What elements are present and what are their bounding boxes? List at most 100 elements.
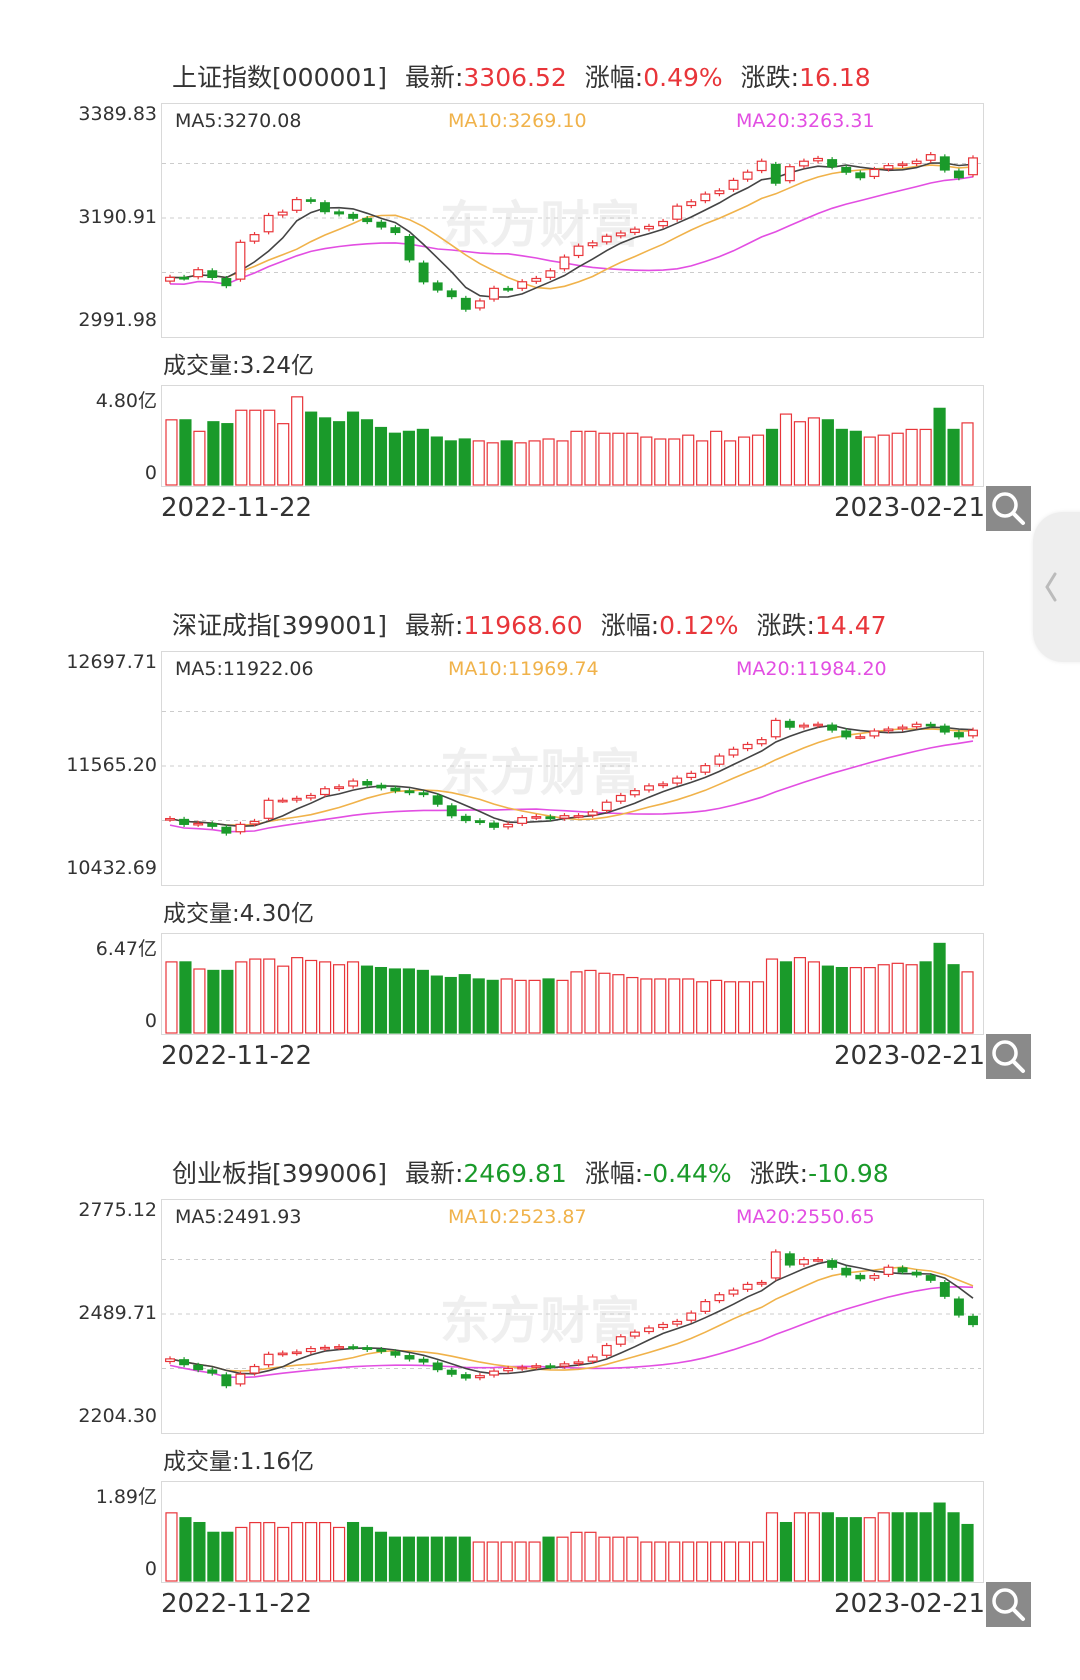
side-expand-tab[interactable] (1033, 512, 1080, 662)
pct-label: 涨幅: (584, 63, 644, 92)
volume-bar (430, 436, 443, 486)
candle (855, 1272, 866, 1282)
candle (587, 809, 598, 818)
search-icon (992, 1588, 1025, 1621)
pct-value: 0.49% (643, 63, 723, 92)
candle (559, 254, 570, 272)
candle (911, 721, 922, 730)
y-axis-tick-label: 2991.98 (78, 309, 157, 331)
candle (432, 1360, 443, 1373)
candle (742, 741, 753, 752)
index-name: 创业板指[399006] (172, 1159, 387, 1188)
volume-bar (416, 1536, 429, 1582)
candlestick-svg (162, 152, 981, 312)
candle (193, 267, 204, 280)
candle (207, 1367, 218, 1376)
ma5-line (169, 724, 974, 828)
volume-bar (486, 442, 499, 486)
volume-tick-label: 4.80亿 (95, 390, 157, 412)
candle (348, 778, 359, 789)
volume-bar (402, 968, 415, 1034)
volume-bar (584, 1531, 597, 1582)
volume-bar (249, 409, 262, 486)
candle (615, 792, 626, 804)
volume-bar (235, 1526, 248, 1582)
volume-bar (542, 438, 555, 486)
volume-bar (779, 961, 793, 1034)
candle (404, 233, 415, 263)
search-icon (992, 1040, 1025, 1073)
candle (207, 821, 218, 829)
volume-tick-label: 0 (144, 462, 157, 484)
volume-bar (332, 964, 346, 1034)
volume-bar (933, 1502, 946, 1582)
volume-bar (919, 428, 932, 486)
date-start: 2022-11-22 (161, 1589, 313, 1619)
candle (686, 770, 697, 781)
volume-bar (388, 432, 402, 486)
candle (615, 230, 626, 239)
volume-bar (291, 1521, 304, 1582)
candle (925, 721, 936, 728)
candle (446, 288, 457, 300)
volume-bar (444, 440, 457, 486)
volume-bar (682, 1541, 695, 1582)
candle (362, 1345, 373, 1352)
volume-bar (626, 432, 639, 486)
volume-bar (374, 1531, 388, 1582)
volume-bar (277, 965, 290, 1034)
candle (742, 1281, 753, 1292)
candle (249, 232, 260, 244)
date-start: 2022-11-22 (161, 493, 313, 523)
candle (193, 820, 204, 827)
candle (897, 1265, 908, 1275)
candle (700, 191, 711, 204)
candlestick-chart[interactable] (161, 1199, 984, 1434)
candle (221, 1372, 232, 1389)
date-end: 2023-02-21 (834, 1041, 986, 1071)
volume-bar (528, 1541, 541, 1582)
candle (841, 164, 852, 175)
volume-bar (165, 1512, 178, 1582)
volume-bar (584, 969, 597, 1034)
volume-bar (905, 964, 918, 1034)
volume-bar (207, 969, 220, 1034)
pct-label: 涨幅: (584, 1159, 644, 1188)
index-title-row: 创业板指[399006] 最新:2469.81 涨幅:-0.44% 涨跌:-10.98 (172, 1154, 889, 1190)
volume-bar (514, 979, 527, 1034)
candle (855, 170, 866, 181)
volume-bar (193, 1521, 206, 1582)
candle (291, 795, 302, 803)
candle (545, 814, 556, 822)
volume-bar (221, 969, 234, 1034)
volume-bar (221, 423, 234, 486)
y-axis-tick-label: 2489.71 (78, 1302, 157, 1324)
search-button[interactable] (986, 1582, 1031, 1627)
candle (869, 1273, 880, 1281)
volume-bar (821, 965, 834, 1034)
volume-bar (556, 979, 569, 1034)
volume-bar (416, 969, 429, 1034)
candle (489, 285, 499, 302)
volume-svg (165, 396, 974, 486)
volume-bar (221, 1531, 234, 1582)
volume-bar (765, 428, 779, 486)
y-axis-tick-label: 2775.12 (78, 1199, 157, 1221)
candle (939, 723, 950, 735)
candle (784, 164, 795, 184)
volume-bar (696, 1541, 709, 1582)
volume-bar (528, 979, 541, 1034)
search-button[interactable] (986, 1034, 1031, 1079)
volume-bar (332, 1526, 346, 1582)
index-panel: 深证成指[399001] 最新:11968.60 涨幅:0.12% 涨跌:14.47 1… (0, 548, 1080, 1088)
volume-label: 成交量:3.24亿 (163, 353, 314, 379)
y-axis-tick-label: 10432.69 (66, 857, 157, 879)
ma5-line (169, 162, 974, 298)
candle (658, 1321, 669, 1331)
search-button[interactable] (986, 486, 1031, 531)
volume-bar (179, 1517, 192, 1582)
volume-bar (710, 979, 723, 1034)
ma5-label: MA5:2491.93 (175, 1206, 302, 1228)
candle (305, 1345, 316, 1355)
candle (855, 734, 866, 740)
